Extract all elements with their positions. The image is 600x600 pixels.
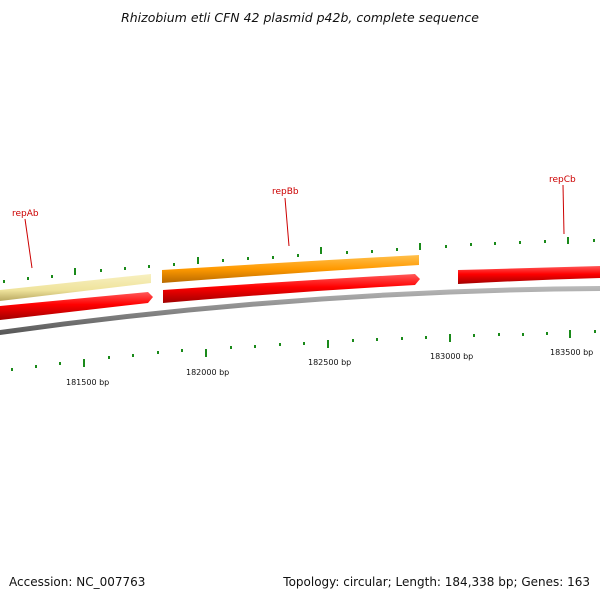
tick-mark — [376, 338, 378, 341]
tick-mark — [108, 356, 110, 359]
accession-text: Accession: NC_007763 — [9, 575, 146, 589]
tick-mark — [419, 243, 421, 250]
gene-repAb-block — [0, 274, 151, 301]
tick-mark — [320, 247, 322, 254]
tick-mark — [11, 368, 13, 371]
tick-mark — [35, 365, 37, 368]
tick-mark — [593, 239, 595, 242]
tick-mark — [522, 333, 524, 336]
tick-mark — [473, 334, 475, 337]
tick-mark — [371, 250, 373, 253]
tick-mark — [83, 359, 85, 367]
map-title: Rhizobium etli CFN 42 plasmid p42b, comp… — [121, 10, 479, 25]
tick-mark — [425, 336, 427, 339]
gene-repCb-block — [458, 266, 600, 284]
tick-mark — [222, 259, 224, 262]
tick-mark — [346, 251, 348, 254]
backbone-arc — [0, 286, 600, 335]
tick-mark — [181, 349, 183, 352]
tick-mark — [157, 351, 159, 354]
tick-mark — [205, 349, 207, 357]
gene-repBb-block — [162, 255, 419, 283]
tick-mark — [272, 256, 274, 259]
tick-mark — [327, 340, 329, 348]
tick-mark — [303, 342, 305, 345]
bp-label-183500: 183500 bp — [550, 348, 593, 357]
tick-mark — [470, 243, 472, 246]
leader-line-repAb — [24, 218, 33, 269]
tick-mark — [148, 265, 150, 268]
tick-mark — [279, 343, 281, 346]
tick-mark — [3, 280, 5, 283]
tick-mark — [569, 330, 571, 338]
tick-mark — [567, 237, 569, 244]
gene-arrow-middle — [163, 274, 420, 303]
gene-label-repCb[interactable]: repCb — [549, 175, 576, 185]
gene-arrow-left — [0, 292, 153, 320]
lower-tick-row — [11, 330, 596, 371]
tick-mark — [132, 354, 134, 357]
tick-mark — [173, 263, 175, 266]
tick-mark — [498, 333, 500, 336]
tick-mark — [544, 240, 546, 243]
tick-mark — [546, 332, 548, 335]
leader-line-repCb — [562, 184, 565, 235]
tick-mark — [59, 362, 61, 365]
tick-mark — [352, 339, 354, 342]
gene-label-repBb[interactable]: repBb — [272, 187, 299, 197]
tick-mark — [594, 330, 596, 333]
bp-label-182500: 182500 bp — [308, 358, 351, 367]
bp-label-182000: 182000 bp — [186, 368, 229, 377]
tick-mark — [401, 337, 403, 340]
tick-mark — [247, 257, 249, 260]
tick-mark — [297, 254, 299, 257]
bp-label-183000: 183000 bp — [430, 352, 473, 361]
tick-mark — [230, 346, 232, 349]
tick-mark — [51, 275, 53, 278]
tick-mark — [74, 268, 76, 275]
leader-line-repBb — [284, 197, 290, 247]
gene-label-repAb[interactable]: repAb — [12, 209, 39, 219]
tick-mark — [124, 267, 126, 270]
tick-mark — [396, 248, 398, 251]
sequence-summary: Topology: circular; Length: 184,338 bp; … — [283, 575, 590, 589]
tick-mark — [449, 334, 451, 342]
tick-mark — [27, 277, 29, 280]
tick-mark — [519, 241, 521, 244]
tick-mark — [100, 269, 102, 272]
bp-label-181500: 181500 bp — [66, 378, 109, 387]
tick-mark — [197, 257, 199, 264]
tick-mark — [494, 242, 496, 245]
tick-mark — [254, 345, 256, 348]
upper-tick-row — [3, 237, 595, 283]
tick-mark — [445, 245, 447, 248]
